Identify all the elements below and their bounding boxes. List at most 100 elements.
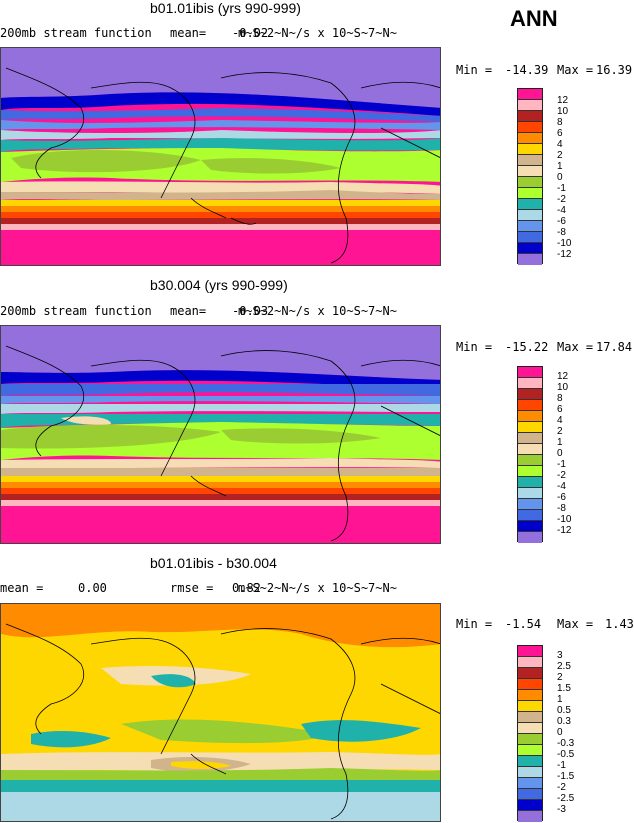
colorbar-label: -3: [557, 804, 566, 815]
colorbar-swatch: [518, 510, 542, 521]
colorbar-swatch: [518, 433, 542, 444]
colorbar-swatch: [518, 811, 542, 822]
panel2-variable-label: 200mb stream function: [0, 304, 152, 318]
colorbar-label: -0.3: [557, 738, 575, 749]
colorbar-swatch: [518, 144, 542, 155]
panel2-min-value: -15.22: [505, 340, 549, 354]
colorbar-label: 1: [557, 437, 563, 448]
panel3-mean-value: 0.00: [78, 581, 107, 595]
colorbar-swatch: [518, 723, 542, 734]
colorbar-swatch: [518, 712, 542, 723]
colorbar-label: 10: [557, 382, 569, 393]
colorbar-swatch: [518, 657, 542, 668]
colorbar-swatch: [518, 378, 542, 389]
colorbar-label: -8: [557, 503, 566, 514]
panel2-mean-label: mean=: [170, 304, 207, 318]
colorbar-swatch: [518, 800, 542, 811]
panel3-units: m~S~2~N~/s x 10~S~7~N~: [238, 581, 397, 595]
colorbar-swatch: [518, 488, 542, 499]
colorbar-label: 0: [557, 172, 563, 183]
colorbar-swatch: [518, 411, 542, 422]
colorbar-label: 6: [557, 128, 563, 139]
colorbar-label: 2: [557, 426, 563, 437]
panel3-max-label: Max =: [557, 617, 594, 631]
colorbar-swatch: [518, 133, 542, 144]
panel3-min-value: -1.54: [505, 617, 542, 631]
colorbar-swatch: [518, 789, 542, 800]
colorbar-label: 10: [557, 106, 569, 117]
panel1-map: [0, 47, 441, 266]
colorbar-swatch: [518, 646, 542, 657]
panel1-colorbar-labels: 12 10 8 6 4 2 1 0 -1 -2 -4 -6 -8 -10 -12: [557, 95, 571, 260]
panel1-max-label: Max =: [557, 63, 594, 77]
panel2-colorbar-labels: 12 10 8 6 4 2 1 0 -1 -2 -4 -6 -8 -10 -12: [557, 371, 571, 536]
colorbar-label: -1.5: [557, 771, 575, 782]
panel3-mean-label: mean =: [0, 581, 44, 595]
colorbar-label: 1: [557, 161, 563, 172]
colorbar-swatch: [518, 756, 542, 767]
colorbar-swatch: [518, 521, 542, 532]
colorbar-label: 3: [557, 650, 563, 661]
colorbar-label: 2.5: [557, 661, 571, 672]
colorbar-label: -2: [557, 194, 566, 205]
colorbar-swatch: [518, 155, 542, 166]
colorbar-swatch: [518, 210, 542, 221]
colorbar-label: -4: [557, 481, 566, 492]
colorbar-swatch: [518, 477, 542, 488]
colorbar-label: -0.5: [557, 749, 575, 760]
colorbar-label: -1: [557, 459, 566, 470]
colorbar-swatch: [518, 422, 542, 433]
panel1-contour-plot: [1, 48, 440, 265]
colorbar-label: 0.5: [557, 705, 571, 716]
colorbar-swatch: [518, 122, 542, 133]
panel1-mean-label: mean=: [170, 26, 207, 40]
colorbar-swatch: [518, 389, 542, 400]
colorbar-label: 2: [557, 150, 563, 161]
colorbar-swatch: [518, 254, 542, 265]
panel2-min-label: Min =: [456, 340, 493, 354]
panel2-contour-plot: [1, 326, 440, 543]
colorbar-swatch: [518, 778, 542, 789]
panel2-mean-value: -0.03: [232, 304, 269, 318]
colorbar-swatch: [518, 177, 542, 188]
colorbar-swatch: [518, 444, 542, 455]
colorbar-label: 4: [557, 139, 563, 150]
colorbar-swatch: [518, 668, 542, 679]
colorbar-swatch: [518, 690, 542, 701]
colorbar-label: 8: [557, 117, 563, 128]
colorbar-label: 1: [557, 694, 563, 705]
colorbar-swatch: [518, 532, 542, 543]
panel2-title: b30.004 (yrs 990-999): [150, 277, 288, 293]
season-label: ANN: [510, 6, 558, 31]
colorbar-swatch: [518, 221, 542, 232]
colorbar-label: -12: [557, 525, 572, 536]
panel1-max-value: 16.39: [596, 63, 633, 77]
colorbar-label: 0: [557, 727, 563, 738]
panel3-colorbar-labels: 3 2.5 2 1.5 1 0.5 0.3 0 -0.3 -0.5 -1 -1.5 -2 -2.5 -3: [557, 650, 574, 815]
panel3-max-value: 1.43: [605, 617, 634, 631]
colorbar-label: -2: [557, 470, 566, 481]
colorbar-swatch: [518, 188, 542, 199]
colorbar-label: -10: [557, 514, 572, 525]
colorbar-swatch: [518, 199, 542, 210]
colorbar-swatch: [518, 499, 542, 510]
colorbar-label: 12: [557, 95, 569, 106]
panel2-map: [0, 325, 441, 544]
colorbar-swatch: [518, 243, 542, 254]
panel3-title: b01.01ibis - b30.004: [150, 555, 277, 571]
colorbar-swatch: [518, 701, 542, 712]
colorbar-label: 2: [557, 672, 563, 683]
colorbar-label: -1: [557, 760, 566, 771]
colorbar-label: 12: [557, 371, 569, 382]
panel2-max-value: 17.84: [596, 340, 633, 354]
colorbar-label: 8: [557, 393, 563, 404]
colorbar-swatch: [518, 166, 542, 177]
panel1-min-label: Min =: [456, 63, 493, 77]
colorbar-swatch: [518, 111, 542, 122]
panel1-mean-value: -0.02: [232, 26, 269, 40]
panel1-min-value: -14.39: [505, 63, 549, 77]
colorbar-label: 1.5: [557, 683, 571, 694]
colorbar-swatch: [518, 367, 542, 378]
colorbar-label: -2: [557, 782, 566, 793]
colorbar-swatch: [518, 100, 542, 111]
